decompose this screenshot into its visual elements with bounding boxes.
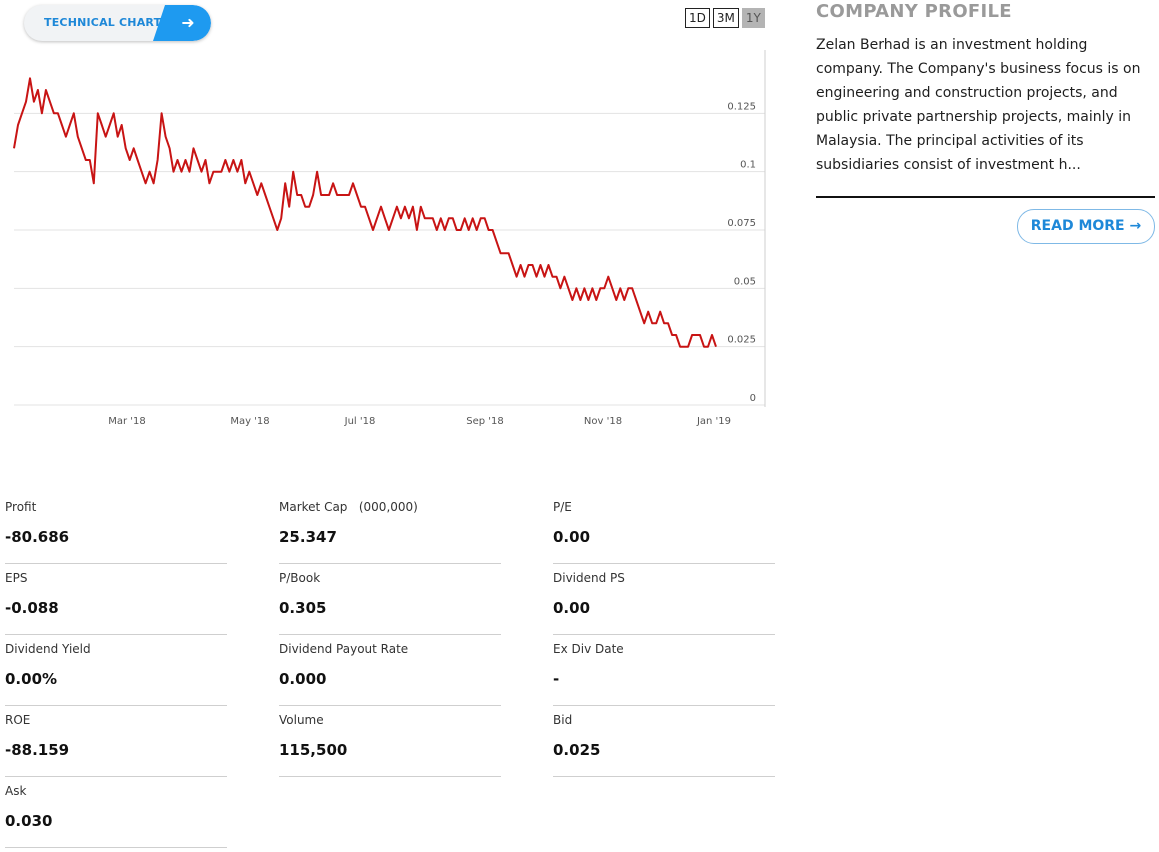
y-tick-label: 0.125 (727, 101, 756, 112)
y-tick-label: 0.025 (727, 335, 756, 346)
price-chart[interactable]: 0.125 0.1 0.075 0.05 0.025 0 Mar '18 May '18 Jul… (0, 45, 770, 440)
range-1d-button[interactable]: 1D (685, 8, 710, 28)
stat-bid: Bid 0.025 (553, 705, 775, 777)
stat-value: 0.025 (553, 741, 601, 759)
stat-value: -80.686 (5, 528, 70, 546)
x-tick-label: Nov '18 (584, 416, 622, 427)
stat-value: 0.00 (553, 599, 591, 617)
stat-value: 115,500 (279, 741, 348, 759)
arrow-right-icon: ➜ (153, 5, 211, 41)
stat-value: 0.000 (279, 670, 327, 688)
stat-value: 0.00% (5, 670, 58, 688)
stat-label: EPS (5, 571, 28, 585)
read-more-label: READ MORE (1030, 218, 1125, 234)
stat-label: Bid (553, 713, 573, 727)
y-tick-label: 0.1 (740, 160, 756, 171)
y-tick-label: 0 (750, 393, 756, 404)
stat-value: 0.030 (5, 812, 53, 830)
profile-title: COMPANY PROFILE (816, 0, 1156, 24)
stat-value: 0.00 (553, 528, 591, 546)
stat-pe: P/E 0.00 (553, 492, 775, 564)
stat-ask: Ask 0.030 (5, 776, 227, 848)
stat-value: 0.305 (279, 599, 327, 617)
x-tick-label: Sep '18 (466, 416, 504, 427)
stat-label: ROE (5, 713, 31, 727)
range-3m-button[interactable]: 3M (712, 8, 739, 28)
y-tick-label: 0.075 (727, 218, 756, 229)
profile-description: Zelan Berhad is an investment holding co… (816, 37, 1141, 173)
stat-value: -88.159 (5, 741, 70, 759)
read-more-button[interactable]: READ MORE → (1017, 209, 1155, 244)
price-series-line (13, 77, 717, 348)
stat-value: 25.347 (279, 528, 337, 546)
stat-dividend-ps: Dividend PS 0.00 (553, 563, 775, 635)
stat-value: - (553, 670, 560, 688)
stat-eps: EPS -0.088 (5, 563, 227, 635)
stat-label: P/E (553, 500, 572, 514)
stat-profit: Profit -80.686 (5, 492, 227, 564)
stat-volume: Volume 115,500 (279, 705, 501, 777)
stat-label: Dividend Payout Rate (279, 642, 409, 656)
stat-pbook: P/Book 0.305 (279, 563, 501, 635)
stat-market-cap: Market Cap (000,000) 25.347 (279, 492, 501, 564)
x-tick-label: Jan '19 (696, 416, 731, 427)
x-tick-label: Jul '18 (344, 416, 376, 427)
stat-label: Volume (279, 713, 324, 727)
stat-ex-div-date: Ex Div Date - (553, 634, 775, 706)
stat-label: P/Book (279, 571, 321, 585)
profile-divider (816, 196, 1155, 198)
stat-label: Dividend Yield (5, 642, 91, 656)
stat-label: Ask (5, 784, 27, 798)
technical-chart-label: TECHNICAL CHART (44, 16, 162, 29)
stat-label: Dividend PS (553, 571, 625, 585)
company-profile: COMPANY PROFILE Zelan Berhad is an inves… (816, 0, 1156, 244)
range-selector: 1D 3M 1Y (685, 8, 765, 28)
stat-value: -0.088 (5, 599, 59, 617)
arrow-right-icon: → (1129, 218, 1142, 234)
technical-chart-button[interactable]: TECHNICAL CHART ➜ (24, 5, 211, 41)
profile-title-bold: PROFILE (924, 1, 1012, 22)
stat-roe: ROE -88.159 (5, 705, 227, 777)
stat-label: Ex Div Date (553, 642, 624, 656)
stat-label: Profit (5, 500, 37, 514)
stat-dividend-payout-rate: Dividend Payout Rate 0.000 (279, 634, 501, 706)
y-tick-label: 0.05 (734, 276, 756, 287)
stat-dividend-yield: Dividend Yield 0.00% (5, 634, 227, 706)
stat-label: Market Cap (000,000) (279, 500, 418, 514)
profile-title-prefix: COMPANY (816, 1, 925, 22)
x-tick-label: Mar '18 (108, 416, 146, 427)
range-1y-button[interactable]: 1Y (741, 8, 765, 28)
x-tick-label: May '18 (230, 416, 269, 427)
